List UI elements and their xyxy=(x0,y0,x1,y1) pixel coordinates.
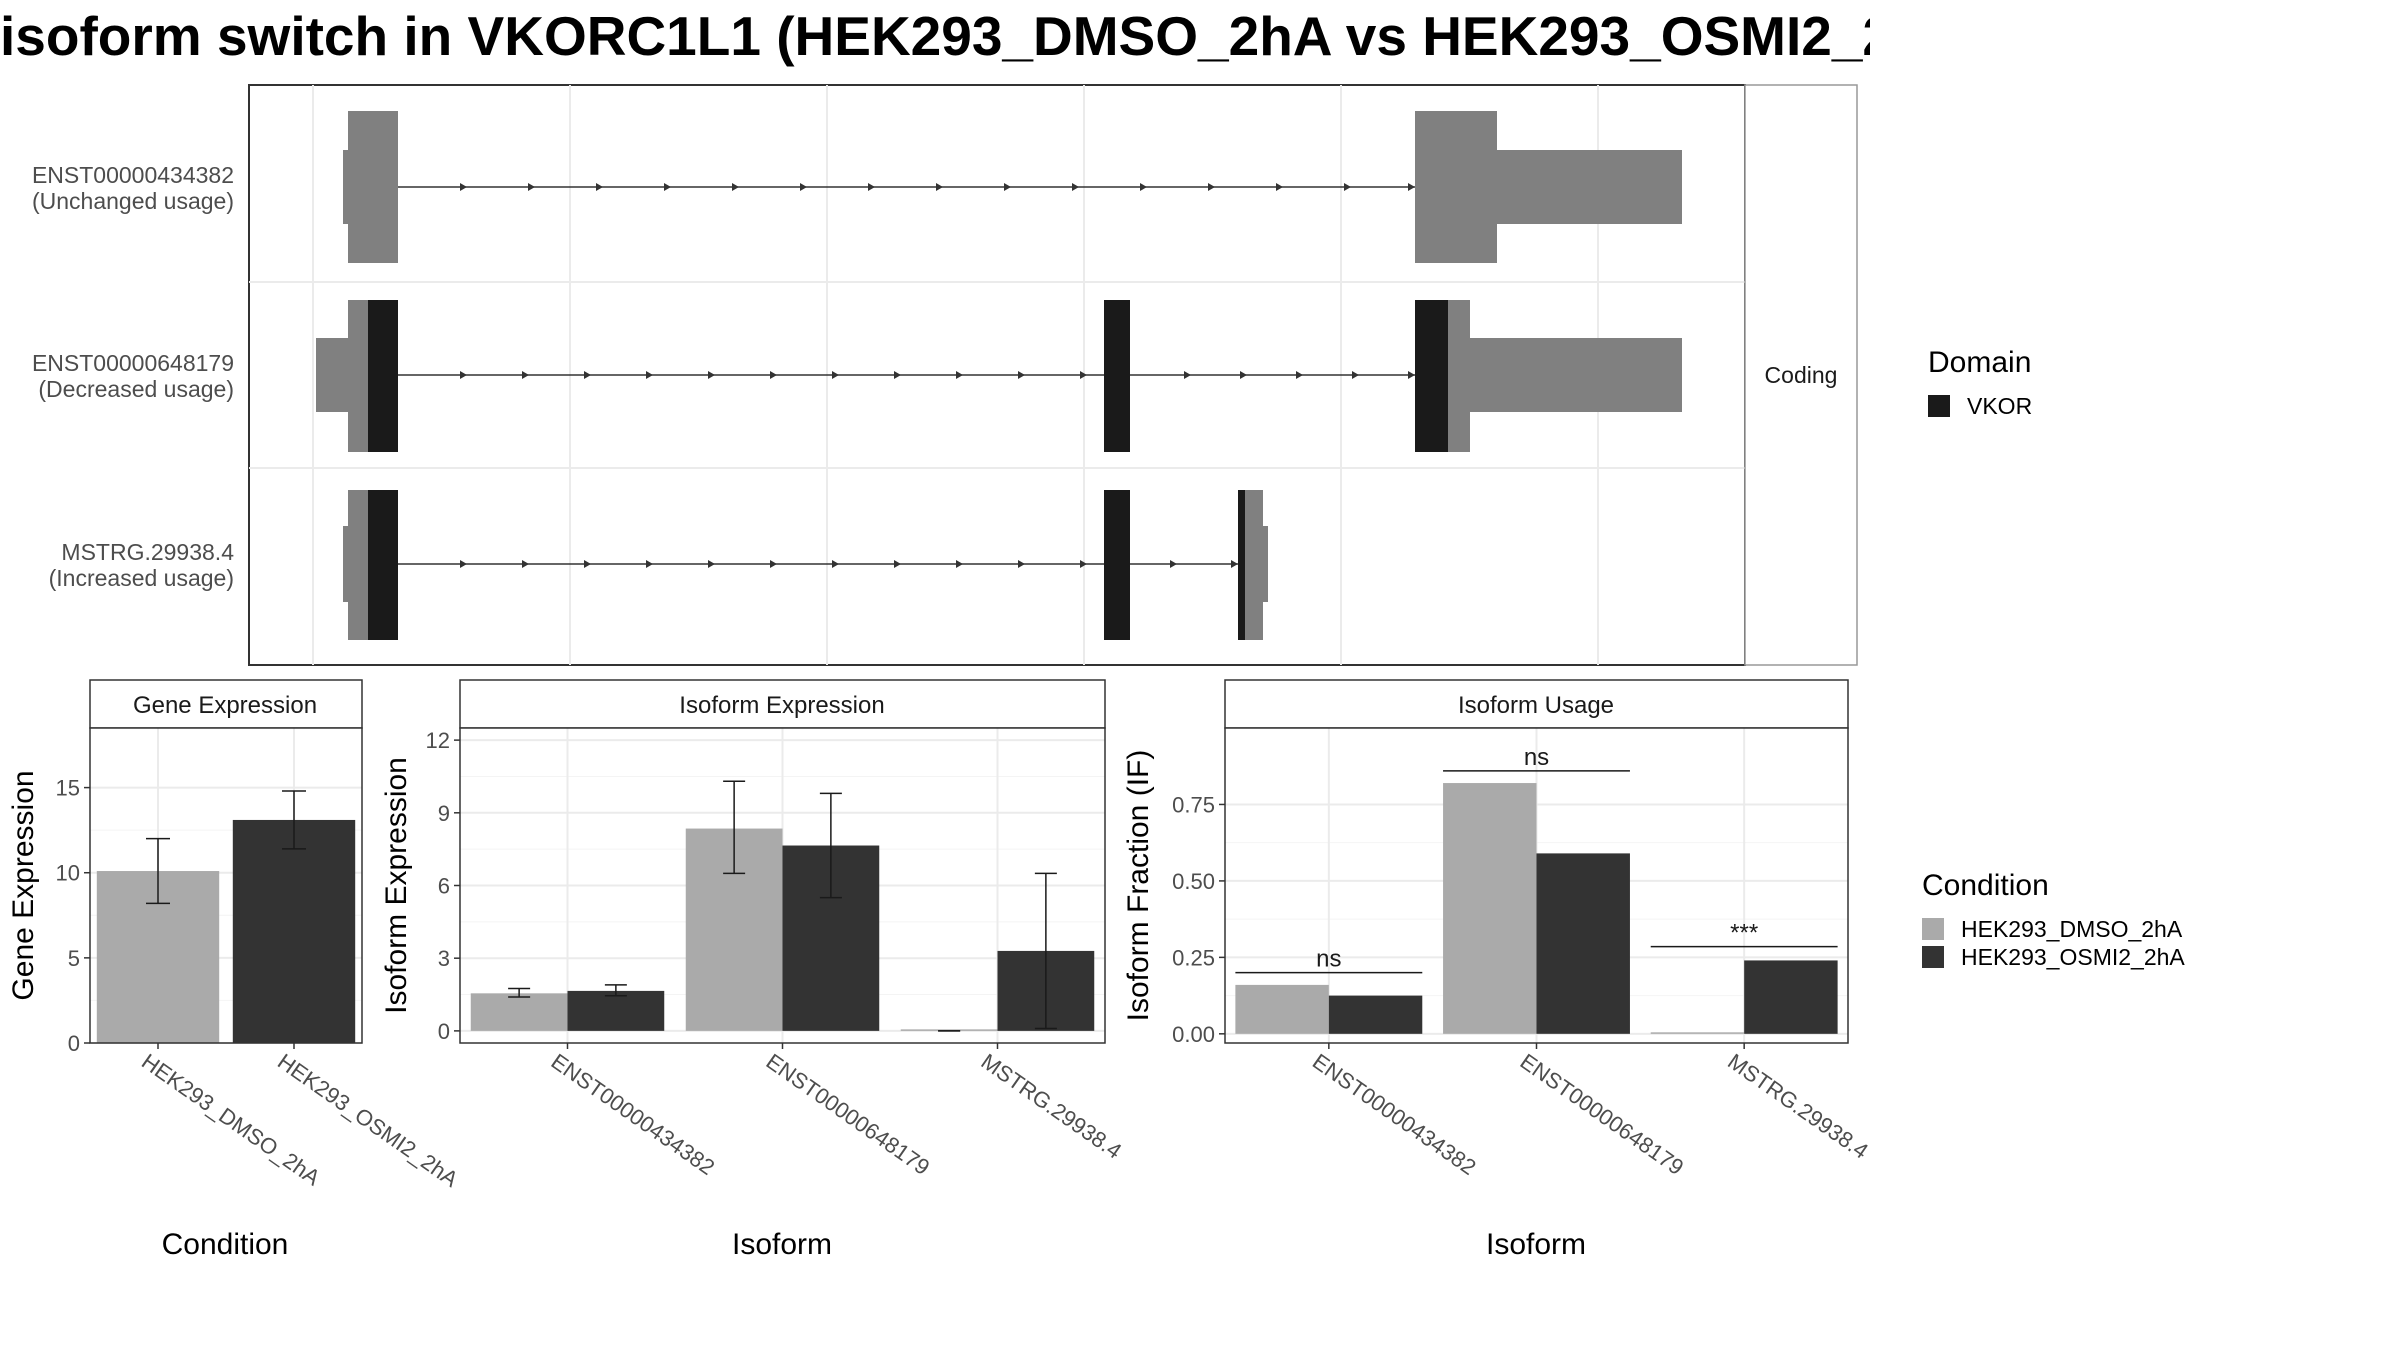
bar xyxy=(1443,783,1537,1034)
bar xyxy=(232,819,356,1043)
bar xyxy=(1235,984,1329,1034)
y-tick-label: 12 xyxy=(426,728,450,753)
chart-panel-3: Isoform Usage 0.00 0.25 0.50 0.75 ns ns *** ENST… xyxy=(1122,679,1873,1261)
x-axis-label: Isoform xyxy=(1486,1228,1586,1261)
transcript-usage: (Decreased usage) xyxy=(38,376,234,402)
y-tick-label: 0.50 xyxy=(1172,869,1215,894)
bar-charts: Gene Expression051015HEK293_DMSO_2hAHEK2… xyxy=(7,679,1873,1261)
y-tick-label: 0.00 xyxy=(1172,1022,1215,1047)
chart-title: Isoform Usage xyxy=(1458,692,1614,719)
bar xyxy=(1650,1032,1745,1034)
transcript-row-3 xyxy=(343,490,1268,640)
chart-title: Isoform Expression xyxy=(679,692,884,719)
bar xyxy=(470,993,568,1031)
y-tick-label: 0 xyxy=(68,1031,80,1056)
transcript-labels: ENST00000434382 (Unchanged usage) ENST00… xyxy=(32,162,234,591)
transcript-row-2 xyxy=(316,300,1682,452)
y-axis-label: Isoform Fraction (IF) xyxy=(1122,750,1155,1022)
domain-legend: Domain VKOR xyxy=(1928,346,2032,419)
transcript-usage: (Unchanged usage) xyxy=(32,188,234,214)
chart-panel-2: Isoform Expression 0 3 6 9 12 ENST00000434382 E… xyxy=(380,679,1127,1261)
transcript-panel xyxy=(248,84,1746,666)
y-tick-label: 0.75 xyxy=(1172,792,1215,817)
x-tick-label: ENST00000648179 xyxy=(1516,1049,1689,1180)
chart-title: Gene Expression xyxy=(133,692,317,719)
x-tick-label: ENST00000648179 xyxy=(762,1049,935,1180)
transcript-id: MSTRG.29938.4 xyxy=(61,539,234,565)
facet-strip xyxy=(1744,84,1858,666)
bar xyxy=(1744,960,1838,1034)
x-tick-label: ENST00000434382 xyxy=(1308,1049,1481,1180)
significance-label: ns xyxy=(1524,744,1549,771)
y-tick-label: 15 xyxy=(56,776,80,801)
chart-strip xyxy=(1224,679,1849,729)
chart-strip xyxy=(459,679,1106,729)
transcript-usage: (Increased usage) xyxy=(49,565,234,591)
bar xyxy=(1328,995,1423,1034)
y-axis-label: Gene Expression xyxy=(7,770,40,1000)
x-axis-label: Condition xyxy=(162,1228,289,1261)
y-axis-label: Isoform Expression xyxy=(380,757,413,1014)
legend-title: Domain xyxy=(1928,346,2031,379)
y-tick-label: 5 xyxy=(68,946,80,971)
y-tick-label: 6 xyxy=(438,874,450,899)
x-tick-label: MSTRG.29938.4 xyxy=(1723,1049,1873,1164)
transcript-row-1 xyxy=(343,111,1682,263)
x-tick-label: MSTRG.29938.4 xyxy=(977,1049,1127,1164)
transcript-id: ENST00000648179 xyxy=(32,350,234,376)
chart-title: isoform switch in VKORC1L1 (HEK293_DMSO_… xyxy=(0,5,1985,67)
facet-strip-label: Coding xyxy=(1765,362,1838,388)
y-tick-label: 3 xyxy=(438,946,450,971)
x-axis-label: Isoform xyxy=(732,1228,832,1261)
legend-swatch xyxy=(1928,395,1950,417)
chart-strip xyxy=(89,679,363,729)
y-tick-label: 9 xyxy=(438,801,450,826)
bar xyxy=(567,990,665,1031)
legend-label: VKOR xyxy=(1967,393,2032,419)
y-tick-label: 0 xyxy=(438,1019,450,1044)
legend-label: HEK293_DMSO_2hA xyxy=(1961,916,2183,942)
x-tick-label: ENST00000434382 xyxy=(547,1049,720,1180)
y-tick-label: 10 xyxy=(56,861,80,886)
significance-label: ns xyxy=(1316,946,1341,973)
bar xyxy=(1536,853,1630,1034)
transcript-id: ENST00000434382 xyxy=(32,162,234,188)
plot-border xyxy=(89,727,363,1044)
legend-label: HEK293_OSMI2_2hA xyxy=(1961,944,2185,970)
legend-swatch xyxy=(1922,946,1944,968)
significance-label: *** xyxy=(1730,920,1758,947)
legend-swatch xyxy=(1922,918,1944,940)
y-tick-label: 0.25 xyxy=(1172,945,1215,970)
legend-title: Condition xyxy=(1922,869,2049,902)
condition-legend: Condition HEK293_DMSO_2hA HEK293_OSMI2_2… xyxy=(1922,869,2185,970)
